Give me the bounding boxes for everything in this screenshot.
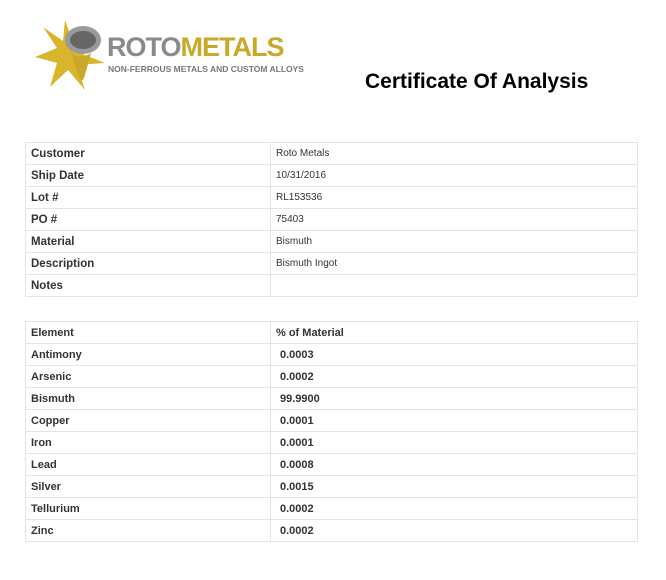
table-row: Lead 0.0008 (25, 453, 638, 476)
element-percent: 0.0008 (270, 453, 638, 476)
brand-part-roto: ROTO (107, 32, 182, 62)
shipment-info-table: Customer Roto Metals Ship Date 10/31/2016 Lo… (25, 142, 638, 297)
info-value: 10/31/2016 (270, 164, 638, 187)
element-percent: 0.0003 (270, 343, 638, 366)
info-value: Roto Metals (270, 142, 638, 165)
crucible-starburst-icon (35, 20, 105, 90)
info-label: Lot # (25, 186, 271, 209)
table-row: Silver 0.0015 (25, 475, 638, 498)
element-percent: 0.0002 (270, 497, 638, 520)
brand-tagline: NON-FERROUS METALS AND CUSTOM ALLOYS (108, 64, 304, 74)
header-percent: % of Material (270, 321, 638, 344)
info-row: Lot # RL153536 (25, 186, 638, 209)
info-label: Ship Date (25, 164, 271, 187)
element-percent: 0.0001 (270, 409, 638, 432)
table-row: Zinc 0.0002 (25, 519, 638, 542)
info-row: Customer Roto Metals (25, 142, 638, 165)
info-row: Ship Date 10/31/2016 (25, 164, 638, 187)
info-label: Customer (25, 142, 271, 165)
brand-part-metals: METALS (180, 32, 285, 62)
element-name: Lead (25, 453, 271, 476)
table-row: Antimony 0.0003 (25, 343, 638, 366)
info-row: Material Bismuth (25, 230, 638, 253)
info-value: Bismuth (270, 230, 638, 253)
element-percent: 99.9900 (270, 387, 638, 410)
element-percent: 0.0002 (270, 365, 638, 388)
element-percent: 0.0001 (270, 431, 638, 454)
element-name: Antimony (25, 343, 271, 366)
table-row: Iron 0.0001 (25, 431, 638, 454)
element-name: Arsenic (25, 365, 271, 388)
element-percent: 0.0002 (270, 519, 638, 542)
header-element: Element (25, 321, 271, 344)
table-row: Bismuth 99.9900 (25, 387, 638, 410)
info-row: PO #75403 (25, 208, 638, 231)
element-name: Iron (25, 431, 271, 454)
element-name: Tellurium (25, 497, 271, 520)
element-percent: 0.0015 (270, 475, 638, 498)
rotometals-logo: ROTOMETALS NON-FERROUS METALS AND CUSTOM… (35, 15, 325, 95)
table-row: Arsenic 0.0002 (25, 365, 638, 388)
element-name: Silver (25, 475, 271, 498)
element-name: Zinc (25, 519, 271, 542)
info-label: Description (25, 252, 271, 275)
info-row: Notes (25, 274, 638, 297)
brand-name: ROTOMETALS (107, 32, 285, 63)
element-name: Copper (25, 409, 271, 432)
analysis-table: Element% of Material Antimony 0.0003 Arsen… (25, 321, 638, 542)
table-header-row: Element% of Material (25, 321, 638, 344)
info-label: Notes (25, 274, 271, 297)
info-value (270, 274, 638, 297)
info-value: Bismuth Ingot (270, 252, 638, 275)
info-value: RL153536 (270, 186, 638, 209)
table-row: Tellurium 0.0002 (25, 497, 638, 520)
page-title: Certificate Of Analysis (365, 70, 589, 93)
element-name: Bismuth (25, 387, 271, 410)
info-value: 75403 (270, 208, 638, 231)
table-row: Copper 0.0001 (25, 409, 638, 432)
info-label: Material (25, 230, 271, 253)
info-row: Description Bismuth Ingot (25, 252, 638, 275)
info-label: PO # (25, 208, 271, 231)
